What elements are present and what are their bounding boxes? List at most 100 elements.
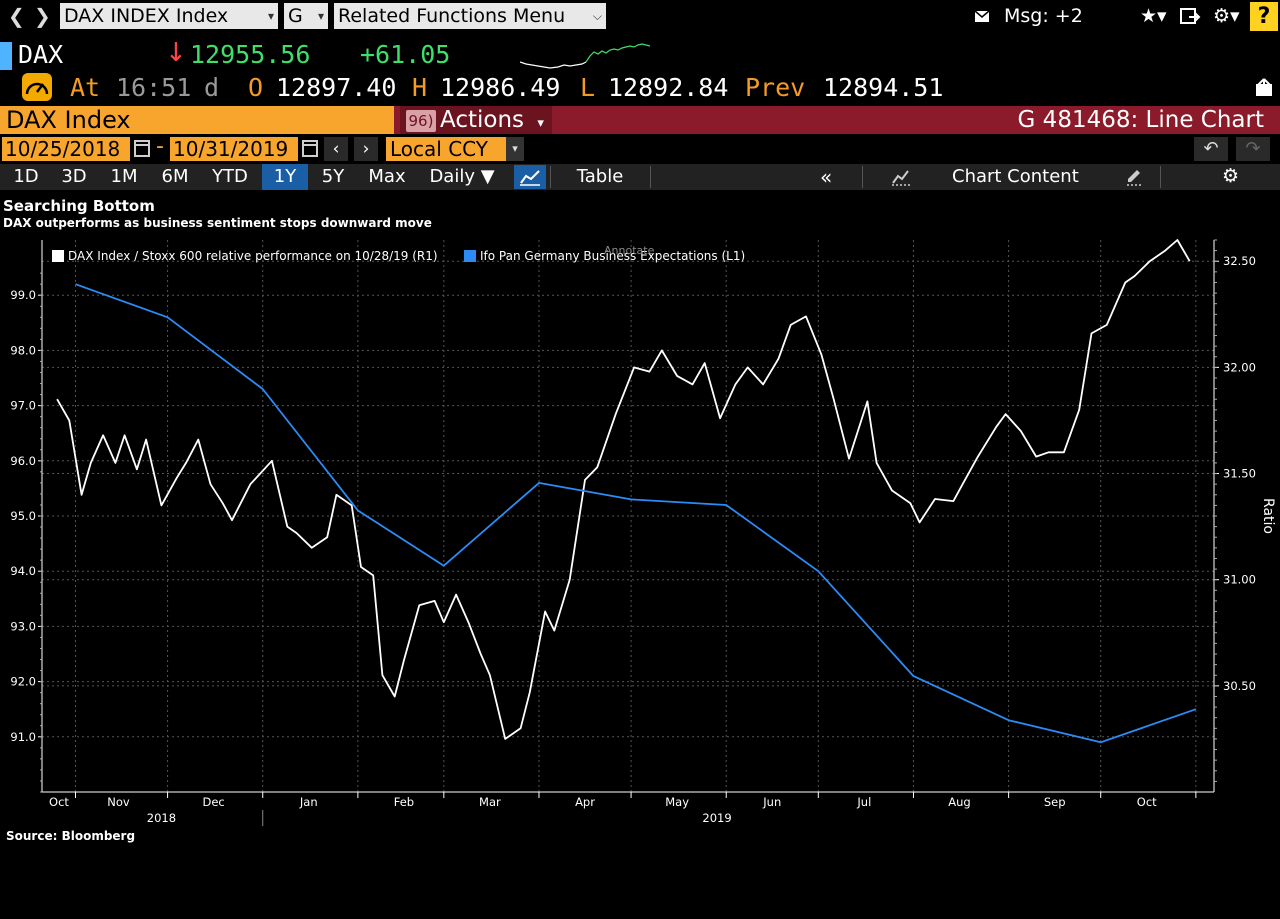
actions-menu-button[interactable]: 96) Actions ▾ — [400, 106, 552, 134]
end-date-input[interactable]: 10/31/2019 — [170, 137, 298, 161]
period-back-button[interactable]: ‹ — [324, 137, 348, 161]
redo-icon[interactable]: ↷ — [1236, 137, 1270, 161]
frequency-value: Daily — [429, 166, 475, 187]
calendar-icon[interactable] — [302, 140, 318, 157]
y-right-axis-label: Ratio — [1260, 498, 1276, 534]
period-tab[interactable]: 5Y — [321, 166, 345, 187]
y-left-tick-label: 95.0 — [10, 509, 36, 523]
x-month-label: Apr — [575, 795, 595, 809]
toolbar-divider — [1160, 166, 1161, 188]
undo-icon[interactable]: ↶ — [1194, 137, 1228, 161]
y-left-tick-label: 97.0 — [10, 399, 36, 413]
messages-label[interactable]: Msg: +2 — [1004, 5, 1083, 27]
open-label: O — [248, 73, 264, 102]
calendar-icon[interactable] — [134, 140, 150, 157]
x-month-label: Mar — [479, 795, 501, 809]
legend-swatch-white — [52, 250, 64, 262]
chart-legend: DAX Index / Stoxx 600 relative performan… — [52, 244, 745, 263]
security-input-text: DAX INDEX Index — [64, 5, 229, 27]
x-month-label: Oct — [1137, 795, 1157, 809]
x-month-label: Oct — [49, 795, 69, 809]
chart-axes — [38, 239, 1219, 826]
open-value: 12897.40 — [276, 73, 397, 102]
mail-icon[interactable] — [974, 8, 990, 24]
period-tab[interactable]: Max — [368, 166, 406, 187]
table-button[interactable]: Table — [576, 166, 624, 187]
export-window-icon[interactable] — [1180, 7, 1204, 27]
related-functions-menu[interactable]: Related Functions Menu ⌵ — [334, 3, 606, 29]
chart-subtitle: DAX outperforms as business sentiment st… — [3, 216, 432, 230]
legend-swatch-blue — [464, 250, 476, 262]
low-value: 12892.84 — [608, 73, 729, 102]
y-left-tick-label: 92.0 — [10, 675, 36, 689]
back-arrow-icon[interactable]: ❮ — [8, 4, 25, 28]
y-right-tick-label: 31.50 — [1223, 467, 1256, 481]
gear-icon[interactable]: ⚙ — [1222, 165, 1240, 187]
chart-grid — [42, 240, 1214, 792]
period-tab[interactable]: 3D — [61, 166, 87, 187]
toolbar-divider — [650, 166, 651, 188]
x-month-label: Sep — [1044, 795, 1066, 809]
low-label: L — [580, 73, 596, 102]
x-month-label: Feb — [394, 795, 414, 809]
line-chart[interactable]: 99.0 98.0 97.0 96.0 95.0 94.0 93.0 92.0 91.0 32.5… — [0, 236, 1280, 826]
y-right-tick-label: 31.00 — [1223, 573, 1256, 587]
period-tab[interactable]: YTD — [212, 166, 248, 187]
prev-value: 12894.51 — [823, 73, 944, 102]
line-chart-icon[interactable] — [514, 165, 546, 189]
source-label: Source: Bloomberg — [6, 829, 136, 843]
related-functions-text: Related Functions Menu — [338, 5, 566, 27]
period-tab[interactable]: 1D — [13, 166, 39, 187]
intraday-sparkline — [520, 43, 651, 69]
x-month-label: Jun — [762, 795, 781, 809]
chart-title: Searching Bottom — [3, 197, 155, 215]
legend-label: Ifo Pan Germany Business Expectations (L… — [480, 249, 745, 263]
y-left-tick-label: 91.0 — [10, 730, 36, 744]
chevron-down-icon: ▾ — [267, 9, 274, 23]
period-tab-active[interactable]: 1Y — [262, 164, 308, 190]
chevron-down-icon: ▾ — [506, 137, 524, 161]
period-tab[interactable]: 6M — [161, 166, 189, 187]
currency-select[interactable]: Local CCY ▾ — [386, 137, 524, 161]
security-name: DAX Index — [0, 106, 394, 134]
last-price: 12955.56 — [190, 40, 311, 69]
toolbar-divider — [550, 166, 551, 188]
help-button[interactable]: ? — [1250, 2, 1278, 31]
actions-number: 96) — [406, 109, 436, 132]
down-arrow-icon: ↓ — [165, 38, 187, 68]
chevron-down-icon: ⌵ — [592, 9, 602, 23]
legend-label: DAX Index / Stoxx 600 relative performan… — [68, 249, 438, 263]
chart-tools-icon[interactable] — [890, 167, 914, 187]
period-forward-button[interactable]: › — [354, 137, 378, 161]
frequency-select[interactable]: Daily ▼ — [420, 164, 504, 190]
collapse-icon[interactable]: « — [820, 165, 833, 189]
x-year-label: 2018 — [147, 811, 176, 825]
high-value: 12986.49 — [440, 73, 561, 102]
export-icon[interactable] — [1254, 78, 1274, 98]
actions-label: Actions — [440, 107, 525, 133]
y-left-tick-label: 99.0 — [10, 288, 36, 302]
speedometer-icon[interactable] — [22, 73, 52, 101]
net-change: +61.05 — [360, 40, 451, 69]
y-right-tick-label: 32.50 — [1223, 254, 1256, 268]
currency-value: Local CCY — [390, 137, 488, 161]
start-date-input[interactable]: 10/25/2018 — [2, 137, 130, 161]
gear-icon[interactable]: ⚙▾ — [1213, 5, 1240, 27]
chart-labels: 99.0 98.0 97.0 96.0 95.0 94.0 93.0 92.0 91.0 32.5… — [10, 254, 1276, 825]
y-left-tick-label: 96.0 — [10, 454, 36, 468]
chart-content-button[interactable]: Chart Content — [952, 166, 1079, 187]
chart-id-title: G 481468: Line Chart — [1017, 107, 1264, 133]
x-month-label: Jul — [856, 795, 871, 809]
forward-arrow-icon[interactable]: ❯ — [34, 4, 51, 28]
period-tab[interactable]: 1M — [110, 166, 138, 187]
star-icon[interactable]: ★▾ — [1140, 5, 1167, 27]
series-line-relative-performance — [56, 239, 1191, 740]
function-input[interactable]: G ▾ — [284, 3, 328, 29]
x-month-label: Aug — [948, 795, 970, 809]
edit-icon[interactable] — [1124, 167, 1144, 187]
security-input[interactable]: DAX INDEX Index ▾ — [60, 3, 278, 29]
x-month-label: Nov — [107, 795, 130, 809]
annotate-label[interactable]: Annotate — [604, 244, 655, 257]
chart-series — [56, 239, 1197, 744]
x-month-label: Dec — [202, 795, 224, 809]
